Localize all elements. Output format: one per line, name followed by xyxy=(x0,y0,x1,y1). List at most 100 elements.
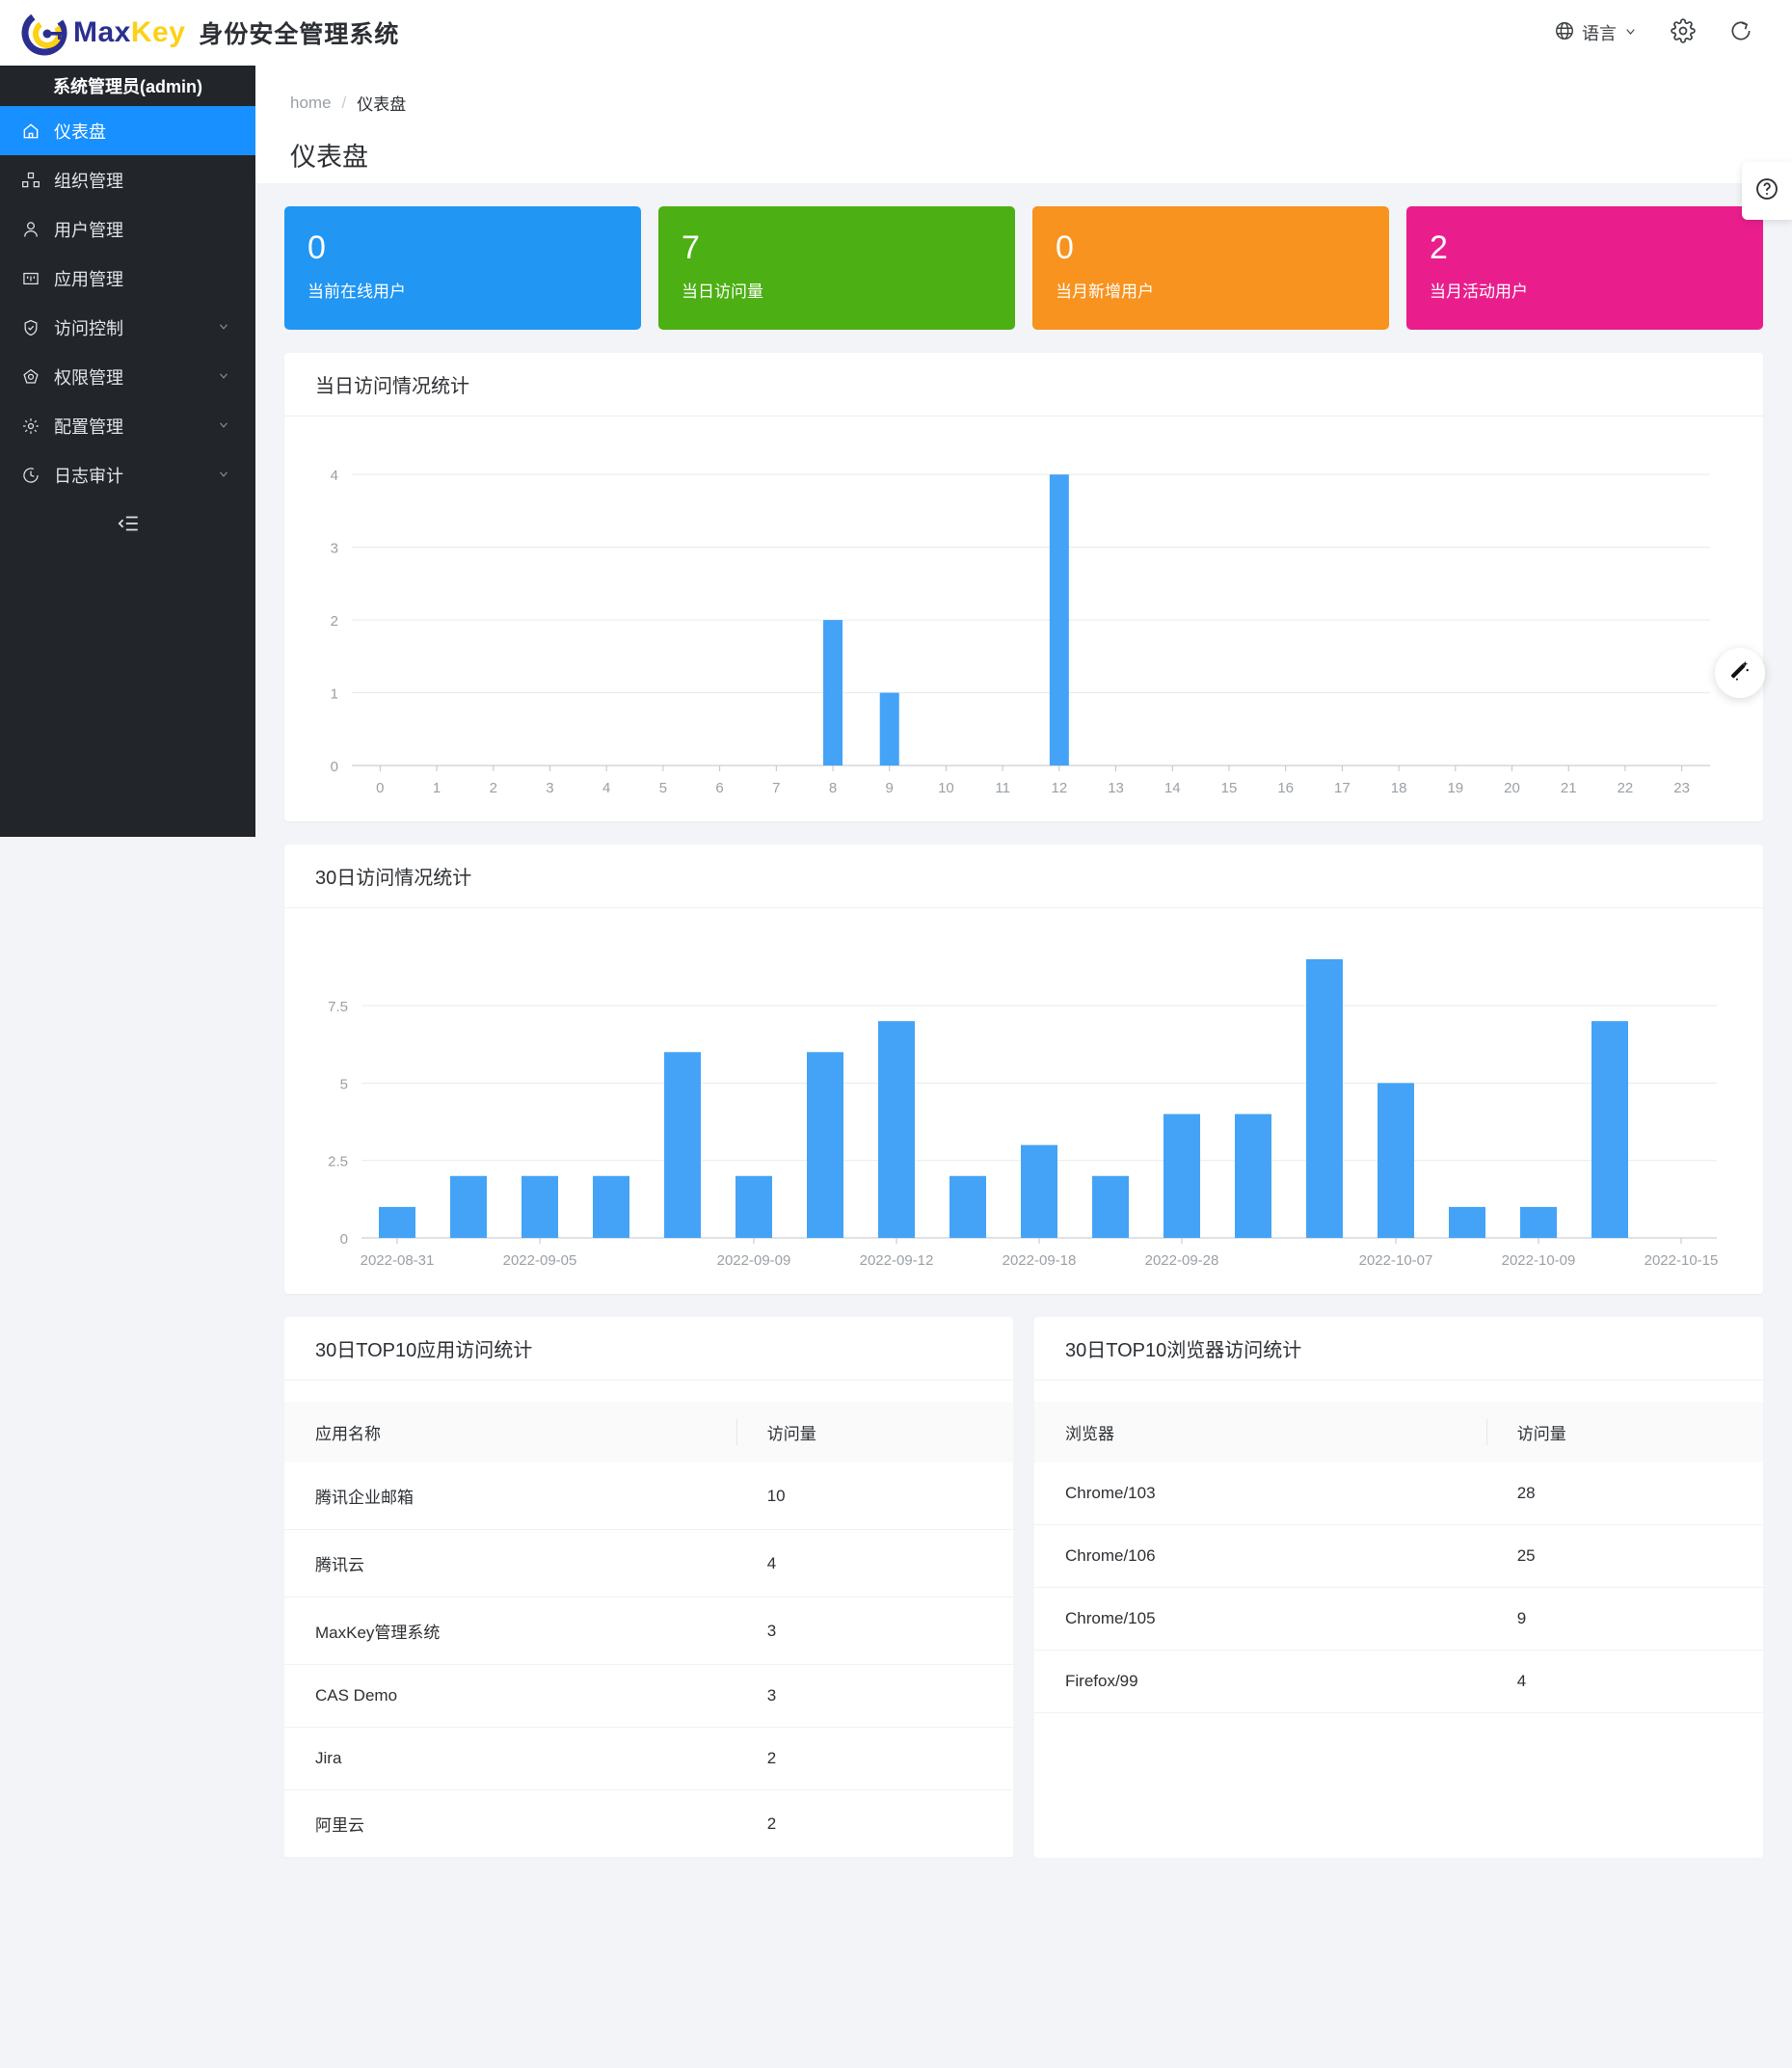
sidebar-item-label: 访问控制 xyxy=(54,318,123,338)
table-row[interactable]: MaxKey管理系统 3 xyxy=(284,1597,1013,1665)
table-row[interactable]: CAS Demo 3 xyxy=(284,1664,1013,1728)
help-button[interactable] xyxy=(1742,162,1792,220)
stat-card-active-users-month[interactable]: 2 当月活动用户 xyxy=(1406,206,1763,330)
svg-text:0: 0 xyxy=(376,780,384,796)
stat-label: 当月活动用户 xyxy=(1430,282,1528,301)
stat-card-today-visits[interactable]: 7 当日访问量 xyxy=(658,206,1015,330)
daily-visits-chart[interactable]: 0 1 2 3 4 0 1 2 3 4 5 6 7 8 9 10 11 12 13 14 15 16 17 18 19 20 21 2… xyxy=(284,416,1763,821)
cell-name: MaxKey管理系统 xyxy=(284,1597,736,1665)
chevron-down-icon xyxy=(217,317,230,337)
sidebar-item-applications[interactable]: 应用管理 xyxy=(0,254,255,303)
svg-text:9: 9 xyxy=(886,780,894,796)
logout-button[interactable] xyxy=(1728,18,1753,48)
table-row[interactable]: 腾讯企业邮箱 10 xyxy=(284,1463,1013,1530)
stat-card-online-users[interactable]: 0 当前在线用户 xyxy=(284,206,641,330)
top-header-bar: Max Key 身份安全管理系统 语言 xyxy=(0,0,1792,66)
stat-card-row: 0 当前在线用户 7 当日访问量 0 当月新增用户 2 当月活动用户 xyxy=(284,206,1763,330)
top-browsers-table: 浏览器 访问量 Chrome/103 28 Chrome/106 25 Chrome/1… xyxy=(1034,1402,1763,1713)
permission-icon xyxy=(21,366,46,388)
breadcrumb-separator: / xyxy=(341,93,347,112)
cell-count: 4 xyxy=(1485,1650,1763,1713)
svg-text:2022-09-18: 2022-09-18 xyxy=(1003,1252,1077,1269)
sidebar-item-label: 组织管理 xyxy=(54,171,123,191)
svg-text:18: 18 xyxy=(1391,780,1407,796)
top-apps-title: 30日TOP10应用访问统计 xyxy=(284,1317,1013,1381)
brand-subtitle: 身份安全管理系统 xyxy=(199,21,400,48)
svg-text:1: 1 xyxy=(331,686,338,703)
sidebar-item-configuration[interactable]: 配置管理 xyxy=(0,401,255,450)
table-row[interactable]: Chrome/103 28 xyxy=(1034,1463,1763,1525)
monthly-visits-title: 30日访问情况统计 xyxy=(284,845,1763,908)
home-icon xyxy=(21,121,46,142)
cell-name: 腾讯云 xyxy=(284,1529,736,1598)
brand-logo-area[interactable]: Max Key 身份安全管理系统 xyxy=(0,8,399,58)
svg-text:16: 16 xyxy=(1277,780,1294,796)
svg-text:5: 5 xyxy=(659,780,667,796)
gear-icon xyxy=(21,416,46,437)
breadcrumb-current: 仪表盘 xyxy=(357,95,407,114)
table-row[interactable]: 阿里云 2 xyxy=(284,1789,1013,1858)
breadcrumb: home / 仪表盘 xyxy=(290,91,1757,115)
cell-count: 10 xyxy=(736,1463,1013,1530)
sidebar-item-access-control[interactable]: 访问控制 xyxy=(0,303,255,352)
sidebar-item-permissions[interactable]: 权限管理 xyxy=(0,352,255,401)
chevron-down-icon xyxy=(217,366,230,387)
page-header: home / 仪表盘 仪表盘 xyxy=(255,66,1792,183)
magic-wand-icon xyxy=(1726,658,1753,689)
svg-text:7.5: 7.5 xyxy=(328,999,348,1015)
svg-text:21: 21 xyxy=(1561,780,1577,796)
cell-name: Jira xyxy=(284,1727,736,1790)
collapse-menu-icon xyxy=(116,511,141,541)
table-header-row: 浏览器 访问量 xyxy=(1034,1402,1763,1463)
svg-text:2: 2 xyxy=(331,613,338,630)
stat-card-new-users-month[interactable]: 0 当月新增用户 xyxy=(1032,206,1389,330)
sidebar-item-audit-log[interactable]: 日志审计 xyxy=(0,450,255,499)
cell-count: 25 xyxy=(1485,1524,1763,1588)
svg-text:4: 4 xyxy=(602,780,610,796)
stat-label: 当日访问量 xyxy=(682,282,763,301)
svg-text:3: 3 xyxy=(331,541,338,557)
breadcrumb-home[interactable]: home xyxy=(290,93,332,112)
magic-wand-button[interactable] xyxy=(1715,648,1765,698)
svg-text:0: 0 xyxy=(331,759,338,775)
sidebar-item-organization[interactable]: 组织管理 xyxy=(0,155,255,204)
svg-text:0: 0 xyxy=(340,1231,348,1248)
daily-visits-chart-body: 0 1 2 3 4 0 1 2 3 4 5 6 7 8 9 10 11 12 13 14 15 16 17 18 19 20 21 2… xyxy=(284,416,1763,821)
svg-text:2: 2 xyxy=(490,780,497,796)
maxkey-logo-icon xyxy=(21,8,71,58)
sidebar-item-dashboard[interactable]: 仪表盘 xyxy=(0,106,255,155)
svg-text:12: 12 xyxy=(1052,780,1068,796)
org-icon xyxy=(21,170,46,191)
svg-text:20: 20 xyxy=(1504,780,1520,796)
brand-name-max: Max xyxy=(73,16,131,48)
monthly-visits-chart[interactable]: 0 2.5 5 7.5 2022-08-31 2022-09-05 2022-09-09 20… xyxy=(284,908,1763,1294)
sidebar-collapse-button[interactable] xyxy=(0,499,255,551)
help-circle-icon xyxy=(1754,176,1779,206)
svg-text:7: 7 xyxy=(772,780,780,796)
svg-text:11: 11 xyxy=(995,780,1010,796)
top-browsers-title: 30日TOP10浏览器访问统计 xyxy=(1034,1317,1763,1381)
svg-text:2022-09-28: 2022-09-28 xyxy=(1145,1252,1219,1269)
logout-icon xyxy=(1728,18,1753,48)
table-row[interactable]: 腾讯云 4 xyxy=(284,1529,1013,1598)
stat-value: 0 xyxy=(1056,229,1074,266)
svg-text:22: 22 xyxy=(1618,780,1634,796)
table-row[interactable]: Chrome/106 25 xyxy=(1034,1524,1763,1588)
svg-text:2022-09-09: 2022-09-09 xyxy=(717,1252,791,1269)
table-row[interactable]: Chrome/105 9 xyxy=(1034,1587,1763,1651)
svg-text:2022-08-31: 2022-08-31 xyxy=(361,1252,435,1269)
stat-value: 7 xyxy=(682,229,700,266)
table-row[interactable]: Firefox/99 4 xyxy=(1034,1650,1763,1713)
daily-visits-card: 当日访问情况统计 0 1 2 3 4 0 1 2 3 4 5 6 7 8 9 10 11 12 13 14 15 16 17… xyxy=(284,353,1763,821)
sidebar-current-user: 系统管理员(admin) xyxy=(53,77,202,96)
table-row[interactable]: Jira 2 xyxy=(284,1727,1013,1790)
svg-text:2022-10-07: 2022-10-07 xyxy=(1359,1252,1433,1269)
svg-text:15: 15 xyxy=(1221,780,1238,796)
language-selector[interactable]: 语言 xyxy=(1554,20,1638,46)
top-browsers-card: 30日TOP10浏览器访问统计 浏览器 访问量 Chrome/103 28 Chro… xyxy=(1034,1317,1763,1858)
settings-button[interactable] xyxy=(1671,17,1696,48)
sidebar-item-label: 权限管理 xyxy=(54,367,123,388)
sidebar-item-users[interactable]: 用户管理 xyxy=(0,204,255,254)
stat-label: 当前在线用户 xyxy=(308,282,406,301)
monthly-visits-card: 30日访问情况统计 0 2.5 5 7.5 2022-08-31 2022-09-05 20… xyxy=(284,845,1763,1294)
